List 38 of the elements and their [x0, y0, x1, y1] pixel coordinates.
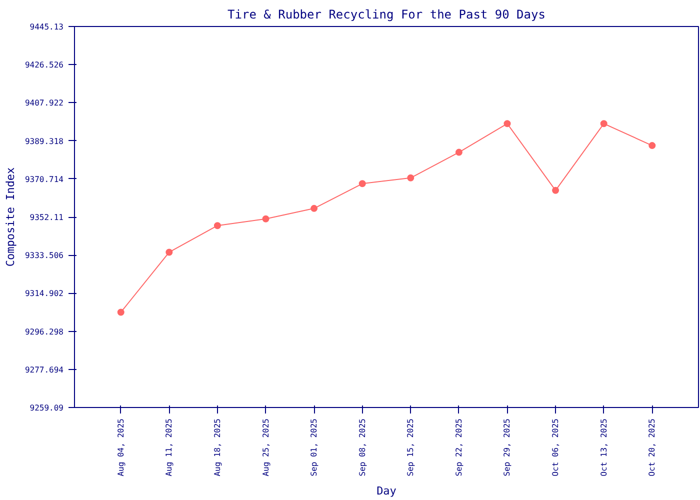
x-tick-label: Aug 25, 2025	[261, 418, 270, 476]
point	[600, 120, 608, 128]
point	[648, 142, 656, 150]
y-tick-label: 9352.11	[30, 213, 64, 222]
point	[552, 186, 560, 194]
point	[358, 180, 366, 188]
point	[455, 148, 462, 156]
x-tick-label: Sep 29, 2025	[502, 418, 512, 476]
x-tick-label: Oct 20, 2025	[648, 418, 657, 476]
point	[166, 248, 173, 256]
y-tick-label: 9426.526	[24, 60, 64, 70]
x-axis-title: Day	[376, 484, 397, 498]
y-tick-label: 9333.506	[24, 251, 64, 260]
point	[407, 174, 414, 182]
y-tick-label: 9296.298	[24, 327, 64, 336]
y-tick-label: 9370.714	[24, 174, 64, 184]
x-tick-label: Sep 01, 2025	[310, 418, 319, 476]
x-tick-label: Oct 13, 2025	[599, 418, 608, 476]
point	[117, 308, 124, 316]
x-tick-label: Oct 06, 2025	[551, 418, 560, 476]
y-tick-label: 9407.922	[24, 98, 64, 108]
x-tick-label: Sep 22, 2025	[454, 418, 464, 476]
x-tick-label: Aug 04, 2025	[116, 418, 126, 476]
y-tick-label: 9259.09	[30, 404, 64, 412]
x-tick-label: Sep 15, 2025	[406, 418, 416, 476]
x-tick-label: Aug 11, 2025	[164, 418, 174, 476]
x-tick-label: Aug 18, 2025	[212, 418, 222, 476]
point	[262, 215, 270, 222]
y-tick-label: 9445.13	[30, 22, 64, 32]
y-axis-title: Composite Index	[4, 166, 17, 267]
point	[310, 204, 318, 212]
chart-title: Tire & Rubber Recycling For the Past 90 Days	[228, 8, 546, 22]
y-tick-label: 9277.694	[24, 365, 64, 374]
y-tick-label: 9314.902	[24, 289, 64, 298]
point	[504, 120, 511, 128]
x-tick-label: Sep 08, 2025	[358, 418, 367, 476]
y-tick-label: 9389.318	[24, 136, 64, 146]
point	[214, 222, 221, 230]
